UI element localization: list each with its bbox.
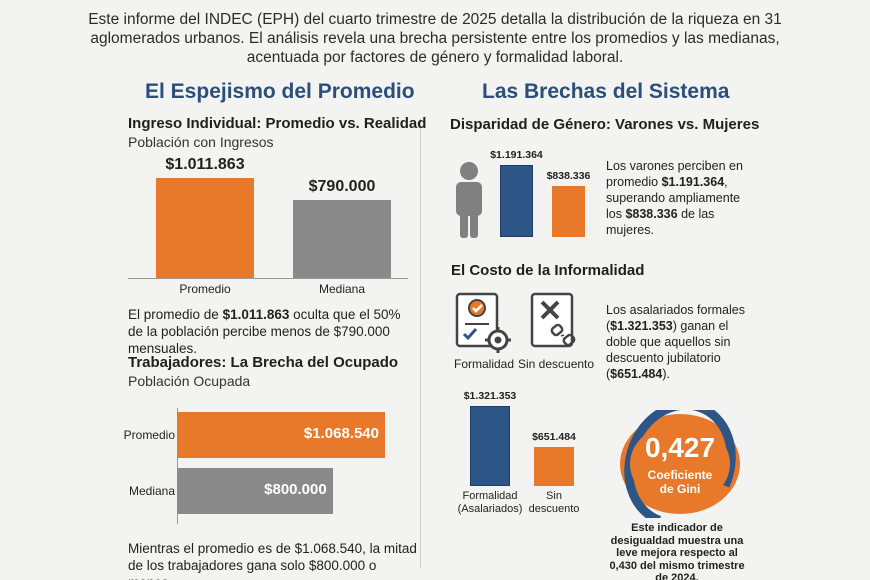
column-divider [420,118,421,568]
workers-chart-note: Población Ocupada [128,373,251,389]
intro-text: Este informe del INDEC (EPH) del cuarto … [88,11,782,66]
left-section-title: El Espejismo del Promedio [145,80,415,103]
informal-summary-part: ). [662,367,670,381]
gini-label-line-1: Coeficiente [647,468,713,482]
gini-gauge: 0,427 Coeficiente de Gini [616,410,744,518]
informal-value-label: $651.484 [532,430,576,443]
gini-label-line-2: de Gini [659,482,701,496]
gender-bar-varones [500,165,533,237]
gender-value-label: $1.191.364 [490,149,543,161]
income-chart-title: Ingreso Individual: Promedio vs. Realida… [128,115,427,132]
informal-summary-value: $651.484 [610,367,663,381]
person-icon [449,160,489,240]
informal-icon-label: Sin descuento [518,357,595,371]
informal-category-label-line: Sin [546,490,562,502]
income-bar-promedio [156,178,254,278]
gender-bar-chart: $1.191.364 $838.336 [490,145,600,240]
workers-bar-mediana [177,468,333,514]
informal-category-label: Formalidad (Asalariados) [452,490,528,516]
gender-summary-part: Los varones perciben en promedio [606,159,743,189]
workers-bar-promedio [177,412,385,458]
workers-summary: Mientras el promedio es de $1.068.540, l… [128,541,417,580]
informal-category-label-line: (Asalariados) [457,503,523,515]
workers-axis-line [177,408,178,524]
workers-bar-chart: $1.068.540 Promedio $800.000 Mediana [120,400,410,530]
gini-label: Coeficiente de Gini [616,468,744,496]
gender-summary-value: $838.336 [625,207,678,221]
informal-category-label-line: Formalidad [462,490,518,502]
workers-category-label: Mediana [128,484,175,498]
informal-title: El Costo de la Informalidad [451,262,645,279]
informal-summary: Los asalariados formales ($1.321.353) ga… [606,302,746,382]
informal-summary-part: Los asalariados formales ( [606,303,745,333]
right-section-title: Las Brechas del Sistema [482,80,730,103]
gender-value-label: $838.336 [546,170,591,183]
income-summary-part: oculta que el 50% de la población percib… [128,307,401,356]
gender-summary-part: de las mujeres. [606,207,715,237]
income-axis-line [128,278,408,279]
informal-category-label-line: descuento [528,503,580,515]
income-category-label: Promedio [179,282,231,296]
income-category-label: Mediana [318,282,366,296]
workers-chart-title: Trabajadores: La Brecha del Ocupado [128,354,399,371]
income-bar-chart: $1.011.863 Promedio $790.000 Mediana [128,150,408,300]
gender-summary: Los varones perciben en promedio $1.191.… [606,158,746,238]
informal-bar-formal [470,406,510,486]
workers-value-label: $1.068.540 [303,425,379,442]
gender-summary-part: , superando ampliamente los [606,175,741,221]
income-value-label: $790.000 [308,177,376,195]
broken-chain-document-icon [530,292,582,354]
formal-document-icon [455,292,513,354]
income-summary-part: El promedio de [128,307,223,322]
workers-category-label: Promedio [123,428,175,442]
gender-chart-title: Disparidad de Género: Varones vs. Mujere… [450,116,760,133]
informal-category-label: Sin descuento [516,490,592,516]
gender-summary-value: $1.191.364 [661,175,725,189]
informal-summary-value: $1.321.353 [610,319,673,333]
informal-bar-informal [534,446,574,486]
gini-summary: Este indicador de desigualdad muestra un… [609,522,745,580]
informal-bar-chart: $1.321.353 Formalidad (Asalariados) $651.48… [450,390,600,520]
income-value-label: $1.011.863 [165,156,245,173]
informal-summary-part: ) ganan el doble que aquellos sin descue… [606,319,731,381]
gender-bar-mujeres [552,186,585,237]
income-summary: El promedio de $1.011.863 oculta que el … [128,306,418,357]
income-bar-mediana [293,199,391,278]
informal-value-label: $1.321.353 [463,390,517,402]
income-summary-value: $1.011.863 [222,307,290,322]
income-chart-note: Población con Ingresos [128,134,274,150]
gini-value: 0,427 [644,432,716,463]
workers-value-label: $800.000 [264,481,327,498]
formal-icon-label: Formalidad [453,357,515,371]
